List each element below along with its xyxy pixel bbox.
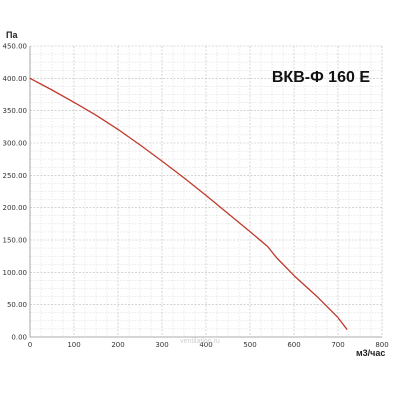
y-tick-label: 450.00: [3, 43, 28, 51]
series-line: [29, 77, 348, 330]
y-tick-label: 100.00: [3, 269, 28, 277]
x-tick-label: 700: [331, 341, 344, 349]
x-tick-label: 100: [67, 341, 80, 349]
x-tick-label: 200: [111, 341, 124, 349]
series-group: [29, 77, 348, 330]
chart-title: ВКВ-Ф 160 Е: [272, 69, 370, 86]
y-tick-label: 0.00: [11, 334, 27, 342]
x-tick-label: 500: [243, 341, 256, 349]
x-tick-label: 400: [199, 341, 212, 349]
x-axis-label: м3/час: [356, 348, 385, 358]
y-tick-label: 400.00: [3, 75, 28, 83]
y-tick-label: 50.00: [7, 301, 27, 309]
y-axis-ticks: 0.00 50.00 100.00 150.00 200.00 250.00 300.00 3…: [3, 43, 28, 342]
grid: [29, 45, 383, 338]
x-tick-label: 600: [287, 341, 300, 349]
y-tick-label: 200.00: [3, 204, 28, 212]
y-tick-label: 250.00: [3, 172, 28, 180]
x-tick-label: 0: [28, 341, 32, 349]
y-tick-label: 300.00: [3, 140, 28, 148]
x-axis-ticks: 0 100 200 300 400 500 600 700 800: [28, 341, 389, 349]
y-tick-label: 350.00: [3, 107, 28, 115]
x-tick-label: 800: [375, 341, 388, 349]
watermark: ventilation.ru: [180, 338, 220, 345]
x-tick-label: 300: [155, 341, 168, 349]
y-axis-label: Па: [6, 30, 18, 40]
axes: [29, 46, 382, 338]
y-tick-label: 150.00: [3, 237, 28, 245]
